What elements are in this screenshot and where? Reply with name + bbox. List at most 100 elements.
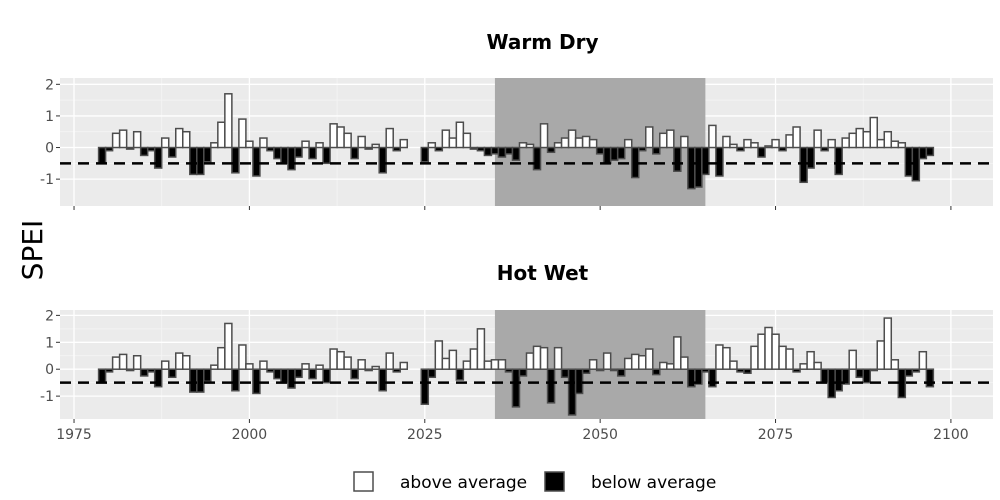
- bar-above-average: [729, 360, 738, 370]
- x-tick-label: 2075: [758, 427, 794, 443]
- bar-above-average: [301, 140, 310, 149]
- x-tick-label: 2000: [232, 427, 268, 443]
- bar-below-average: [869, 368, 879, 372]
- bar-below-average: [602, 146, 612, 165]
- legend-label: above average: [400, 473, 527, 493]
- bar-below-average: [189, 368, 198, 393]
- bar-below-average: [518, 368, 528, 377]
- bar-above-average: [623, 357, 633, 370]
- bar-above-average: [813, 361, 822, 370]
- bar-below-average: [455, 368, 465, 381]
- bar-above-average: [210, 364, 219, 370]
- bar-below-average: [125, 146, 135, 150]
- bar-above-average: [806, 350, 815, 370]
- x-tick-label: 2100: [933, 427, 969, 443]
- bar-below-average: [153, 146, 163, 169]
- bar-above-average: [259, 360, 268, 370]
- bar-below-average: [308, 146, 317, 160]
- bar-below-average: [350, 146, 359, 160]
- bar-below-average: [595, 368, 605, 372]
- bar-above-average: [469, 348, 479, 370]
- legend-key: [544, 471, 565, 492]
- y-tick-label: 0: [45, 362, 54, 378]
- y-tick-label: 0: [45, 141, 54, 157]
- bar-above-average: [448, 137, 458, 149]
- panel-2: Hot Wet -1 0 1 2 1975 2000 2025 2050 2075 2100: [40, 261, 993, 443]
- bar-below-average: [841, 368, 850, 385]
- bar-above-average: [111, 132, 121, 149]
- bar-above-average: [118, 129, 128, 149]
- bar-above-average: [792, 126, 801, 149]
- bar-above-average: [174, 352, 184, 370]
- bar-below-average: [392, 368, 401, 373]
- bar-below-average: [231, 368, 240, 392]
- bar-above-average: [160, 137, 170, 149]
- bar-below-average: [322, 368, 331, 384]
- bar-above-average: [645, 126, 654, 149]
- bar-above-average: [224, 93, 233, 149]
- bar-below-average: [546, 146, 556, 154]
- bar-below-average: [266, 146, 275, 152]
- bar-above-average: [785, 348, 794, 370]
- bar-below-average: [294, 368, 303, 379]
- bar-below-average: [652, 146, 661, 155]
- bar-above-average: [799, 363, 808, 370]
- bar-below-average: [273, 146, 282, 160]
- bar-below-average: [652, 368, 661, 376]
- bar-below-average: [434, 146, 444, 152]
- bar-above-average: [659, 361, 668, 370]
- bar-below-average: [792, 368, 801, 373]
- y-axis-label: SPEI: [16, 220, 49, 281]
- panel-title: Warm Dry: [486, 30, 598, 54]
- bar-above-average: [862, 130, 871, 149]
- bar-above-average: [336, 350, 345, 370]
- bar-below-average: [139, 368, 149, 377]
- bar-above-average: [876, 138, 886, 149]
- bar-above-average: [210, 142, 219, 149]
- bar-below-average: [687, 368, 696, 388]
- bar-below-average: [834, 368, 843, 392]
- bar-above-average: [476, 328, 486, 370]
- bar-below-average: [196, 146, 205, 176]
- bar-below-average: [104, 146, 114, 152]
- bar-below-average: [595, 146, 605, 155]
- bar-above-average: [490, 359, 500, 370]
- bar-below-average: [252, 368, 261, 395]
- bar-below-average: [637, 146, 647, 152]
- bar-below-average: [203, 368, 212, 383]
- bar-above-average: [602, 352, 612, 370]
- bar-below-average: [504, 146, 514, 155]
- bar-below-average: [350, 368, 359, 380]
- bar-above-average: [757, 333, 766, 370]
- bar-below-average: [97, 368, 107, 384]
- bar-above-average: [336, 126, 345, 149]
- bar-above-average: [132, 130, 142, 149]
- bar-above-average: [673, 336, 682, 370]
- bar-above-average: [876, 340, 886, 370]
- bar-below-average: [308, 368, 317, 380]
- bar-above-average: [553, 346, 563, 370]
- bar-above-average: [588, 138, 598, 149]
- bar-below-average: [364, 146, 373, 150]
- bar-below-average: [511, 368, 521, 408]
- bar-above-average: [848, 349, 857, 370]
- legend-key: [353, 471, 374, 492]
- bar-below-average: [701, 368, 710, 373]
- bar-above-average: [567, 129, 577, 149]
- bar-above-average: [722, 135, 731, 149]
- bar-below-average: [420, 368, 430, 405]
- bar-below-average: [897, 368, 907, 399]
- bar-above-average: [462, 132, 472, 149]
- bar-below-average: [806, 146, 815, 169]
- bar-below-average: [203, 146, 212, 163]
- bar-below-average: [146, 146, 156, 152]
- bar-below-average: [743, 368, 752, 374]
- bar-above-average: [764, 326, 773, 370]
- bar-below-average: [708, 368, 717, 388]
- bar-above-average: [525, 352, 535, 370]
- bar-above-average: [771, 333, 780, 370]
- bar-below-average: [364, 368, 373, 372]
- bar-above-average: [666, 129, 675, 149]
- bar-above-average: [813, 129, 822, 149]
- bar-above-average: [455, 121, 465, 149]
